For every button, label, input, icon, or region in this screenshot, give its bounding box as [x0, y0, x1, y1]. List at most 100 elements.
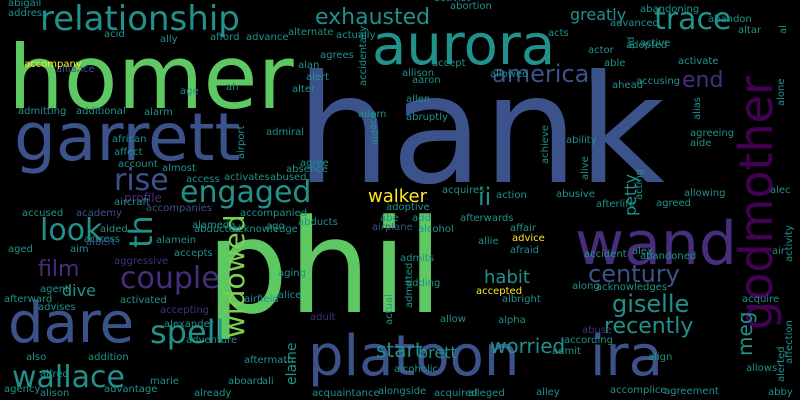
word-airport: airport: [236, 125, 247, 159]
word-abuse: abuse: [582, 325, 612, 336]
word-adult: adult: [310, 312, 336, 323]
word-alleged: alleged: [468, 388, 505, 399]
word-acid: acid: [104, 29, 125, 40]
word-albright: albright: [502, 294, 541, 305]
word-admitting: admitting: [18, 106, 66, 117]
word-activist: activist: [434, 0, 470, 4]
word-widowed: widowed: [218, 215, 251, 338]
word-accidentally: accidentally: [358, 26, 369, 86]
word-abigail: abigail: [8, 0, 41, 9]
word-ability: ability: [566, 135, 597, 146]
word-agreed: agreed: [656, 198, 691, 209]
word-abused: abused: [270, 172, 307, 183]
word-trace: trace: [654, 2, 731, 37]
word-abducted: abducted: [194, 224, 241, 235]
word-aim: aim: [70, 244, 89, 255]
word-affect: affect: [114, 147, 143, 158]
word-th: th: [122, 215, 160, 248]
word-admiral: admiral: [266, 127, 304, 138]
word-worried: worried: [490, 334, 565, 358]
word-airplane: airplane: [372, 222, 413, 233]
word-admit: admit: [552, 346, 581, 357]
word-profile: profile: [124, 191, 162, 205]
word-additional: additional: [76, 106, 126, 117]
word-accusing: accusing: [636, 76, 680, 87]
word-afford: afford: [210, 32, 239, 43]
word-marie: marie: [150, 376, 179, 387]
word-abruptly: abruptly: [406, 112, 448, 123]
word-admitted: admitted: [404, 263, 415, 308]
word-allows: allows: [746, 363, 777, 374]
word-advice: advice: [512, 233, 545, 244]
word-affair: affair: [510, 223, 537, 234]
word-actor: actor: [588, 45, 615, 56]
word-allowed: allowed: [490, 69, 528, 80]
word-abe: abe: [380, 213, 399, 224]
word-aurora: aurora: [372, 13, 555, 78]
word-advanced: advanced: [610, 18, 659, 29]
word-adopted: adopted: [626, 40, 667, 51]
word-agrees: agrees: [320, 50, 354, 61]
word-alcohol: alcohol: [418, 224, 454, 235]
word-adventure: adventure: [186, 335, 237, 346]
word-aid: aid: [370, 130, 381, 145]
word-albert: albert: [86, 237, 116, 248]
word-engaged: engaged: [180, 175, 311, 210]
word-hank: hank: [296, 44, 665, 218]
word-accepts: accepts: [174, 248, 213, 259]
word-acknowledges: acknowledges: [596, 282, 667, 293]
word-petty: petty: [621, 174, 640, 216]
word-accident: accident: [584, 249, 627, 260]
word-account: account: [118, 159, 158, 170]
word-platoon: platoon: [308, 324, 519, 389]
word-century: century: [588, 260, 680, 288]
word-aide: aide: [690, 138, 711, 149]
word-advises: advises: [38, 302, 76, 313]
word-abandon: abandon: [708, 14, 752, 25]
word-allow: allow: [440, 314, 466, 325]
word-airfield: airfield: [244, 294, 279, 305]
word-affection: affection: [784, 320, 795, 364]
word-allowing: allowing: [684, 188, 725, 199]
word-brett: brett: [418, 343, 457, 362]
word-addition: addition: [88, 352, 129, 363]
word-acting: acting: [634, 169, 645, 200]
word-abducts: abducts: [298, 217, 338, 228]
word-dive: dive: [62, 281, 96, 300]
word-alter: alter: [292, 84, 316, 95]
word-alongside: alongside: [378, 386, 426, 397]
word-acts: acts: [548, 28, 569, 39]
word-aboard: aboard: [228, 376, 263, 387]
word-action: action: [496, 190, 527, 201]
word-end: end: [682, 68, 723, 93]
word-acquire: acquire: [742, 294, 779, 305]
word-activity: activity: [784, 225, 795, 262]
word-ago: ago: [266, 221, 285, 232]
word-actress: actress: [84, 234, 120, 245]
word-adoptive: adoptive: [386, 202, 430, 213]
word-aftermath: aftermath: [244, 355, 294, 366]
word-already: already: [194, 388, 231, 399]
word-accused: accused: [22, 208, 63, 219]
word-alcoholic: alcoholic: [394, 364, 438, 375]
word-accompany: accompany: [24, 59, 82, 70]
word-access: access: [186, 174, 220, 185]
word-ahead: ahead: [612, 80, 643, 91]
word-alexander: alexander: [164, 319, 215, 330]
word-alive: alive: [580, 156, 591, 180]
word-agreement: agreement: [664, 386, 719, 397]
word-aging: aging: [278, 268, 306, 279]
word-ii: ii: [478, 183, 491, 211]
word-almost: almost: [162, 163, 196, 174]
word-age: age: [180, 86, 199, 97]
word-dare: dare: [8, 291, 134, 356]
word-abandoned: abandoned: [640, 251, 696, 262]
word-according: according: [564, 335, 613, 346]
word-accompanied: accompanied: [240, 208, 307, 219]
word-greatly: greatly: [570, 5, 626, 24]
word-actually: actually: [336, 30, 376, 41]
word-alerted: alerted: [776, 346, 787, 382]
word-achieve: achieve: [540, 125, 551, 164]
